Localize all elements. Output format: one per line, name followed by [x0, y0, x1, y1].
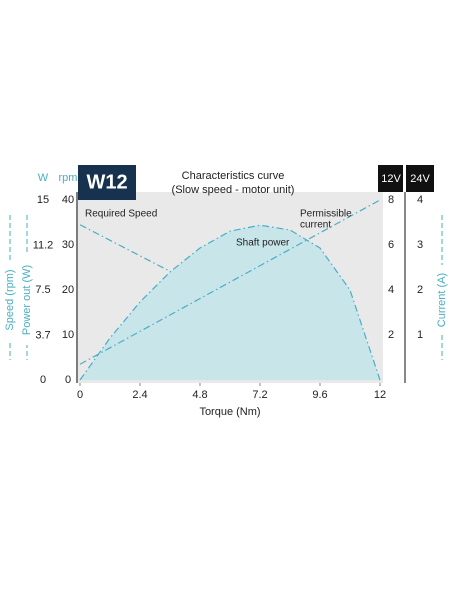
y-tick-label: 10: [62, 329, 74, 341]
x-tick-label: 2.4: [132, 389, 147, 401]
x-tick-label: 9.6: [312, 389, 327, 401]
y-tick-label: 30: [62, 239, 74, 251]
x-tick-label: 7.2: [252, 389, 267, 401]
badge: W12: [86, 171, 127, 193]
y-tick-label: 20: [62, 284, 74, 296]
label-backing: [20, 255, 34, 345]
y4-tick-label: 2: [417, 284, 423, 296]
y4-tick-label: 4: [417, 194, 423, 206]
y2-tick-label: 4: [388, 284, 394, 296]
y4-tick-label: 3: [417, 239, 423, 251]
annotation: Shaft power: [236, 238, 290, 249]
y3-axis-title: Power out (W): [21, 265, 33, 335]
chart-subtitle: (Slow speed - motor unit): [172, 184, 295, 196]
y4-unit: 24V: [410, 173, 430, 185]
area: [80, 225, 380, 380]
y3-tick-label: 15: [37, 194, 49, 206]
y-unit: rpm: [59, 172, 78, 184]
y-tick-label: 40: [62, 194, 74, 206]
y3-tick-label: 7.5: [35, 284, 50, 296]
y3-tick-label: 11.2: [33, 240, 54, 252]
chart-title: Characteristics curve: [182, 170, 285, 182]
annotation: current: [300, 220, 331, 231]
y3-unit: W: [38, 172, 49, 184]
unit-band: [378, 165, 403, 192]
y2-tick-label: 6: [388, 239, 394, 251]
unit-band: [406, 165, 434, 192]
annotation: Required Speed: [85, 209, 157, 220]
y3-tick-label: 3.7: [35, 330, 50, 342]
y-tick-label: 0: [65, 374, 71, 386]
y2-unit: 12V: [381, 173, 401, 185]
x-tick-label: 0: [77, 389, 83, 401]
badge-box: [78, 165, 136, 200]
x-tick-label: 12: [374, 389, 386, 401]
series-line: [79, 224, 381, 381]
label-backing: [435, 265, 449, 335]
y-axis-title: Speed (rpm): [4, 269, 16, 330]
y4-tick-label: 1: [417, 329, 423, 341]
annotation: Permissible: [300, 209, 352, 220]
y2-tick-label: 8: [388, 194, 394, 206]
x-tick-label: 4.8: [192, 389, 207, 401]
y3-tick-label: 0: [40, 374, 46, 386]
y2-tick-label: 2: [388, 329, 394, 341]
x-axis-title: Torque (Nm): [199, 406, 260, 418]
y2-axis-title: Current (A): [436, 273, 448, 327]
label-backing: [3, 260, 17, 340]
